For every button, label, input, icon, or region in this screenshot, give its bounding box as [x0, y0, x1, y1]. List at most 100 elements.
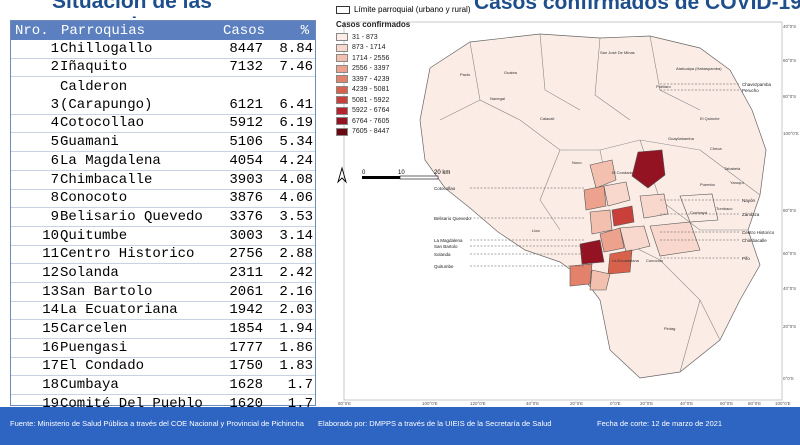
row-nro: 2: [50, 59, 59, 76]
urban-parish: [631, 149, 666, 189]
row-pct: 4.24: [279, 152, 313, 169]
row-nro: 15: [42, 321, 59, 338]
legend-swatch: [336, 54, 348, 63]
table-row: 9 Belisario Quevedo 3376 3.53: [11, 208, 315, 227]
legend-swatch: [336, 96, 348, 105]
legend-range: 1714 - 2556: [352, 54, 390, 62]
legend-range: 5922 - 6764: [352, 107, 390, 115]
legend-rows: 31 - 873 873 - 1714 1714 - 2556 2556 - 3397…: [336, 32, 426, 137]
table-header: Nro. Parroquias Casos %: [11, 21, 315, 40]
parish-label: Nono: [572, 160, 582, 165]
urban-parish: [579, 239, 605, 265]
scale-bar-white: [399, 175, 439, 180]
parroquias-table: Nro. Parroquias Casos % 1 Chillogallo 8447…: [10, 20, 316, 433]
parish-label: Yaruquí: [730, 180, 745, 185]
parish-boundary: [594, 37, 631, 121]
table-row: 16 Puengasi 1777 1.86: [11, 339, 315, 358]
legend-item: 1714 - 2556: [336, 53, 426, 64]
row-pct: 3.14: [279, 227, 313, 244]
row-casos: 3903: [229, 171, 263, 188]
row-pct: 1.83: [279, 358, 313, 375]
row-casos: 7132: [229, 59, 263, 76]
row-casos: 6121: [229, 96, 263, 113]
row-parroquia: Centro Historico: [60, 246, 195, 263]
row-pct: 7.46: [279, 59, 313, 76]
row-parroquia: Iñaquito: [60, 59, 128, 76]
callout-label: Nayón: [742, 198, 756, 203]
table-row: 18 Cumbaya 1628 1.7: [11, 376, 315, 396]
row-nro: 6: [50, 152, 59, 169]
table-row: 11 Centro Historico 2756 2.88: [11, 246, 315, 265]
boundary-swatch: [336, 5, 350, 14]
row-parroquia-line1: Calderon: [60, 78, 128, 95]
lon-label: 40°0'E: [680, 401, 693, 406]
lon-label: 100°0'E: [775, 401, 791, 406]
urban-parish: [589, 269, 611, 291]
callout-label: Zámbiza: [742, 212, 760, 217]
parish-label: Tababela: [724, 166, 741, 171]
parish-label: Puéllaro: [656, 84, 671, 89]
row-nro: 18: [42, 377, 59, 394]
footer-bar: Fuente: Ministerio de Salud Pública a tr…: [0, 407, 800, 445]
legend-item: 3397 - 4239: [336, 74, 426, 85]
parish-label: Puembo: [700, 182, 716, 187]
footer-cutoff: Fecha de corte: 12 de marzo de 2021: [597, 419, 723, 428]
row-pct: 8.84: [279, 40, 313, 57]
table-row: 6 La Magdalena 4054 4.24: [11, 152, 315, 171]
legend-range: 7605 - 8447: [352, 128, 390, 136]
row-parroquia: La Magdalena: [60, 152, 161, 169]
callout-label: Quitumbe: [434, 264, 454, 269]
table-row: 13 San Bartolo 2061 2.16: [11, 283, 315, 302]
row-parroquia: Cotocollao: [60, 115, 145, 132]
legend-range: 6764 - 7605: [352, 117, 390, 125]
urban-parish: [569, 263, 593, 287]
table-row: 10 Quitumbe 3003 3.14: [11, 227, 315, 246]
callout-label: San Bartolo: [434, 244, 458, 249]
callout-label: Chimbacalle: [742, 238, 767, 243]
page-title-left: Situación de las parroquias: [52, 0, 212, 18]
row-parroquia: Chimbacalle: [60, 171, 153, 188]
table-row: 7 Chimbacalle 3903 4.08: [11, 171, 315, 190]
row-parroquia: Quitumbe: [60, 227, 128, 244]
row-pct: 1.94: [279, 321, 313, 338]
row-pct: 6.41: [279, 96, 313, 113]
row-casos: 3876: [229, 190, 263, 207]
legend-item: 31 - 873: [336, 32, 426, 43]
parish-label: El Quinche: [700, 116, 720, 121]
map-frame: [343, 21, 783, 401]
row-casos: 8447: [229, 40, 263, 57]
table-row: 14 La Ecuatoriana 1942 2.03: [11, 302, 315, 321]
row-casos: 1942: [229, 302, 263, 319]
row-casos: 1628: [229, 377, 263, 394]
row-casos: 1777: [229, 339, 263, 356]
lat-label: 80°0'S: [783, 94, 796, 99]
row-parroquia-line2: (Carapungo): [60, 96, 153, 113]
legend-item: 6764 - 7605: [336, 116, 426, 127]
parish-label: Nanegal: [490, 96, 505, 101]
parish-boundary: [699, 149, 761, 196]
header-casos: Casos: [223, 22, 266, 39]
row-parroquia: Guamani: [60, 134, 119, 151]
lat-label: 40°0'S: [783, 286, 796, 291]
row-nro: 16: [42, 339, 59, 356]
legend-item: 5081 - 5922: [336, 95, 426, 106]
urban-parish: [589, 209, 613, 235]
legend-swatch: [336, 127, 348, 136]
parish-label: Conocoto: [646, 258, 664, 263]
parish-label: Pintag: [664, 326, 675, 331]
table-row: 17 El Condado 1750 1.83: [11, 358, 315, 377]
legend-range: 2556 - 3397: [352, 65, 390, 73]
legend-swatch: [336, 64, 348, 73]
legend-swatch: [336, 75, 348, 84]
lon-label: 20°0'E: [570, 401, 583, 406]
callout-label: Centro Historico: [742, 230, 775, 235]
row-nro: 3: [50, 96, 59, 113]
header-pct: %: [300, 22, 309, 39]
table-row: 12 Solanda 2311 2.42: [11, 264, 315, 283]
callout-label: Chavezpamba: [742, 82, 772, 87]
table-row: 4 Cotocollao 5912 6.19: [11, 115, 315, 134]
parish-boundary: [539, 149, 561, 231]
parish-label: Guayllabamba: [668, 136, 695, 141]
row-pct: 4.06: [279, 190, 313, 207]
urban-parish: [611, 205, 635, 227]
